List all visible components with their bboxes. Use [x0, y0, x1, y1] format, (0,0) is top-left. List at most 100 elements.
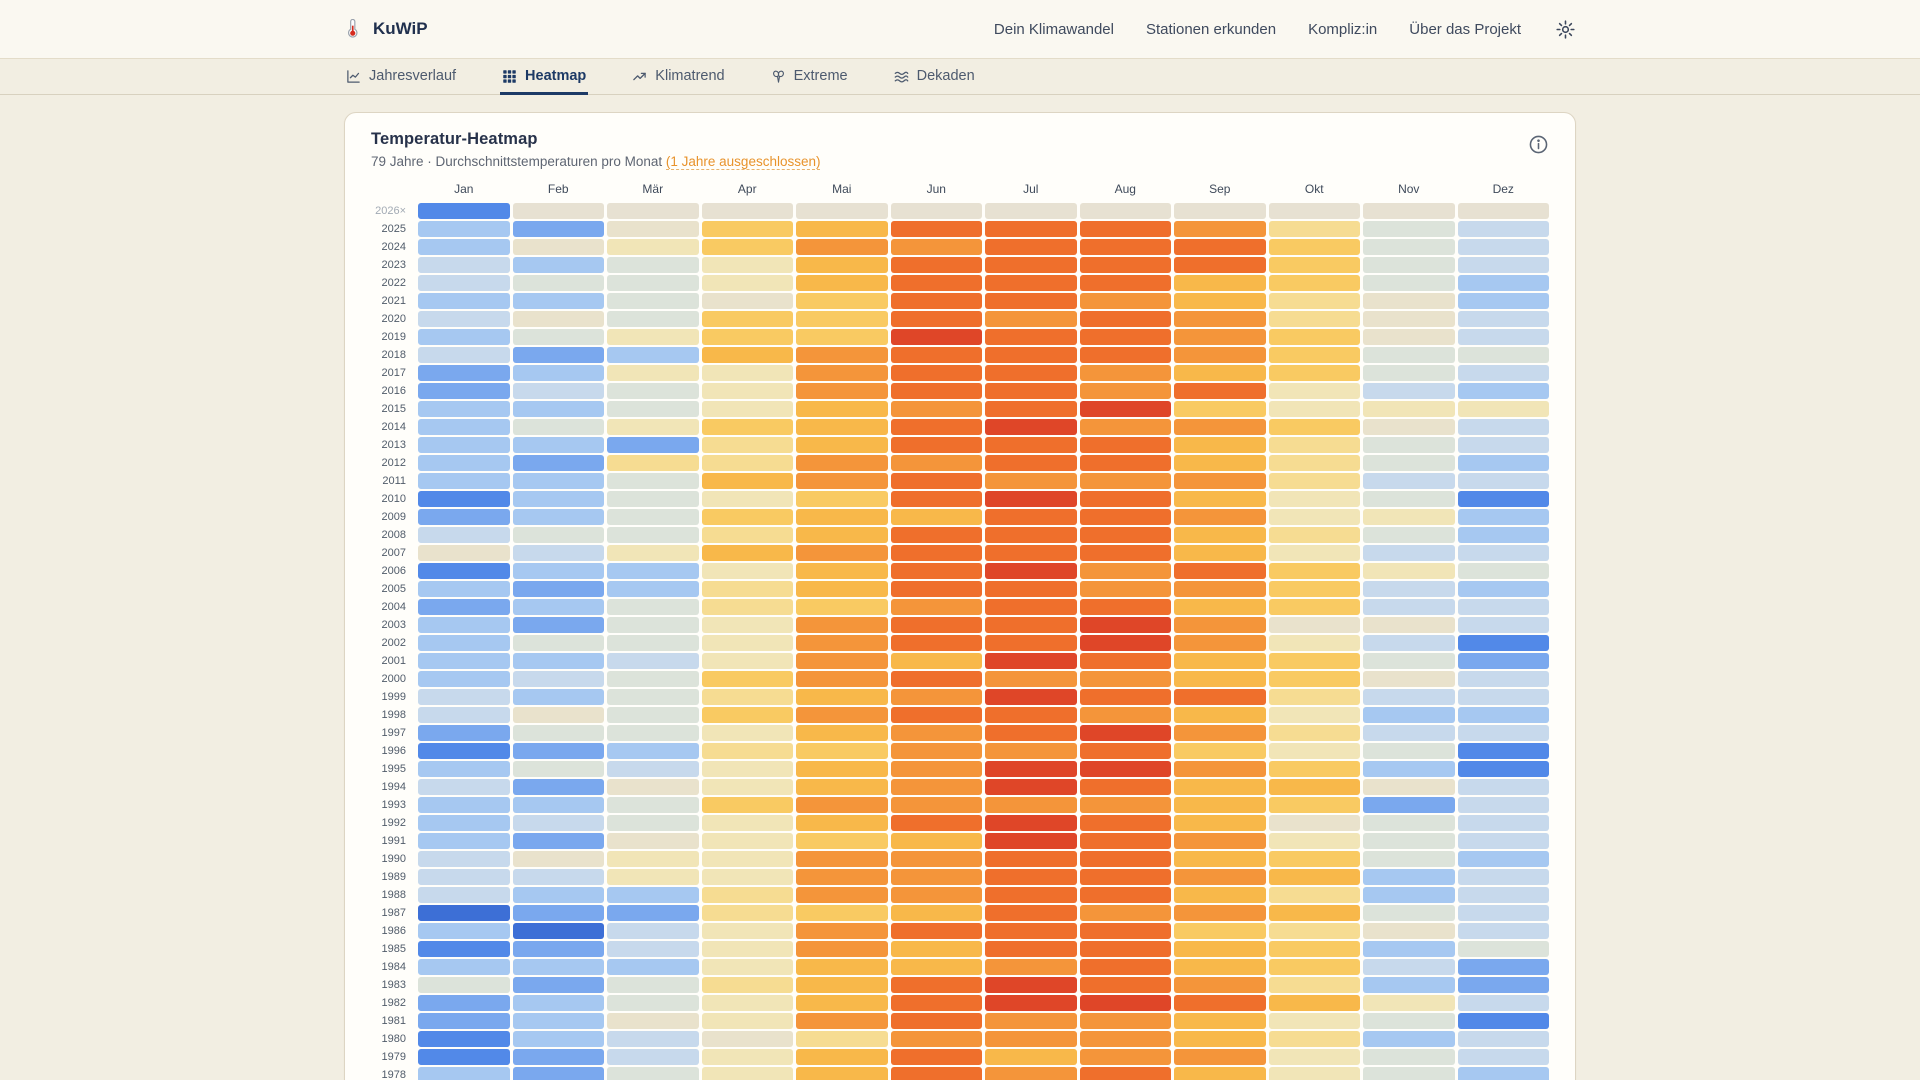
heatmap-cell[interactable]	[418, 347, 510, 363]
heatmap-cell[interactable]	[985, 347, 1077, 363]
heatmap-cell[interactable]	[1457, 527, 1549, 543]
heatmap-cell[interactable]	[1268, 707, 1360, 723]
heatmap-cell[interactable]	[512, 635, 604, 651]
heatmap-cell[interactable]	[607, 509, 699, 525]
heatmap-cell[interactable]	[1174, 311, 1266, 327]
heatmap-cell[interactable]	[1363, 365, 1455, 381]
heatmap-cell[interactable]	[1079, 635, 1171, 651]
heatmap-cell[interactable]	[1268, 275, 1360, 291]
heatmap-cell[interactable]	[1079, 239, 1171, 255]
heatmap-cell[interactable]	[701, 599, 793, 615]
heatmap-cell[interactable]	[1079, 617, 1171, 633]
heatmap-cell[interactable]	[796, 527, 888, 543]
heatmap-cell[interactable]	[418, 905, 510, 921]
heatmap-cell[interactable]	[890, 923, 982, 939]
tab-extreme[interactable]: Extreme	[769, 66, 850, 95]
heatmap-cell[interactable]	[1457, 365, 1549, 381]
heatmap-cell[interactable]	[1079, 797, 1171, 813]
heatmap-cell[interactable]	[1457, 779, 1549, 795]
heatmap-cell[interactable]	[1457, 563, 1549, 579]
heatmap-cell[interactable]	[701, 1031, 793, 1047]
heatmap-cell[interactable]	[512, 869, 604, 885]
heatmap-cell[interactable]	[701, 419, 793, 435]
heatmap-cell[interactable]	[1079, 959, 1171, 975]
heatmap-cell[interactable]	[1268, 311, 1360, 327]
heatmap-cell[interactable]	[1363, 257, 1455, 273]
heatmap-cell[interactable]	[796, 905, 888, 921]
heatmap-cell[interactable]	[1457, 635, 1549, 651]
heatmap-cell[interactable]	[701, 257, 793, 273]
heatmap-cell[interactable]	[701, 671, 793, 687]
heatmap-cell[interactable]	[1079, 1049, 1171, 1065]
heatmap-cell[interactable]	[1457, 1049, 1549, 1065]
heatmap-cell[interactable]	[701, 347, 793, 363]
heatmap-cell[interactable]	[1363, 779, 1455, 795]
heatmap-cell[interactable]	[1268, 779, 1360, 795]
heatmap-cell[interactable]	[701, 743, 793, 759]
heatmap-cell[interactable]	[1174, 995, 1266, 1011]
heatmap-cell[interactable]	[890, 203, 982, 219]
heatmap-cell[interactable]	[1457, 977, 1549, 993]
heatmap-cell[interactable]	[512, 689, 604, 705]
heatmap-cell[interactable]	[796, 797, 888, 813]
heatmap-cell[interactable]	[418, 689, 510, 705]
heatmap-cell[interactable]	[607, 959, 699, 975]
heatmap-cell[interactable]	[890, 635, 982, 651]
heatmap-cell[interactable]	[1268, 833, 1360, 849]
heatmap-cell[interactable]	[796, 545, 888, 561]
heatmap-cell[interactable]	[890, 221, 982, 237]
heatmap-cell[interactable]	[701, 581, 793, 597]
heatmap-cell[interactable]	[1363, 707, 1455, 723]
heatmap-cell[interactable]	[1457, 311, 1549, 327]
heatmap-cell[interactable]	[796, 671, 888, 687]
heatmap-cell[interactable]	[1174, 743, 1266, 759]
heatmap-cell[interactable]	[1079, 581, 1171, 597]
heatmap-cell[interactable]	[512, 455, 604, 471]
heatmap-cell[interactable]	[607, 545, 699, 561]
heatmap-cell[interactable]	[1457, 509, 1549, 525]
heatmap-cell[interactable]	[890, 419, 982, 435]
heatmap-cell[interactable]	[1363, 275, 1455, 291]
heatmap-cell[interactable]	[1079, 455, 1171, 471]
heatmap-cell[interactable]	[1174, 599, 1266, 615]
heatmap-cell[interactable]	[1174, 563, 1266, 579]
heatmap-cell[interactable]	[1079, 977, 1171, 993]
heatmap-cell[interactable]	[796, 563, 888, 579]
heatmap-cell[interactable]	[796, 257, 888, 273]
heatmap-cell[interactable]	[512, 383, 604, 399]
heatmap-cell[interactable]	[796, 1031, 888, 1047]
heatmap-cell[interactable]	[796, 617, 888, 633]
heatmap-cell[interactable]	[418, 509, 510, 525]
heatmap-cell[interactable]	[890, 941, 982, 957]
heatmap-cell[interactable]	[418, 671, 510, 687]
heatmap-cell[interactable]	[1174, 239, 1266, 255]
heatmap-cell[interactable]	[1363, 671, 1455, 687]
heatmap-cell[interactable]	[701, 941, 793, 957]
heatmap-cell[interactable]	[701, 869, 793, 885]
tab-heatmap[interactable]: Heatmap	[500, 66, 589, 95]
heatmap-cell[interactable]	[1079, 653, 1171, 669]
heatmap-cell[interactable]	[796, 761, 888, 777]
heatmap-cell[interactable]	[701, 1067, 793, 1080]
heatmap-cell[interactable]	[1174, 779, 1266, 795]
heatmap-cell[interactable]	[418, 203, 510, 219]
heatmap-cell[interactable]	[701, 545, 793, 561]
heatmap-cell[interactable]	[1079, 293, 1171, 309]
heatmap-cell[interactable]	[1079, 491, 1171, 507]
heatmap-cell[interactable]	[418, 959, 510, 975]
heatmap-cell[interactable]	[796, 923, 888, 939]
heatmap-cell[interactable]	[1457, 581, 1549, 597]
heatmap-cell[interactable]	[701, 851, 793, 867]
heatmap-cell[interactable]	[1363, 203, 1455, 219]
heatmap-cell[interactable]	[1174, 617, 1266, 633]
heatmap-cell[interactable]	[1363, 221, 1455, 237]
heatmap-cell[interactable]	[796, 869, 888, 885]
heatmap-cell[interactable]	[1268, 563, 1360, 579]
heatmap-cell[interactable]	[1363, 833, 1455, 849]
heatmap-cell[interactable]	[796, 1049, 888, 1065]
heatmap-cell[interactable]	[512, 761, 604, 777]
heatmap-cell[interactable]	[1268, 671, 1360, 687]
heatmap-cell[interactable]	[796, 383, 888, 399]
nav-kompliz-in[interactable]: Kompliz:in	[1308, 20, 1378, 38]
heatmap-cell[interactable]	[418, 473, 510, 489]
